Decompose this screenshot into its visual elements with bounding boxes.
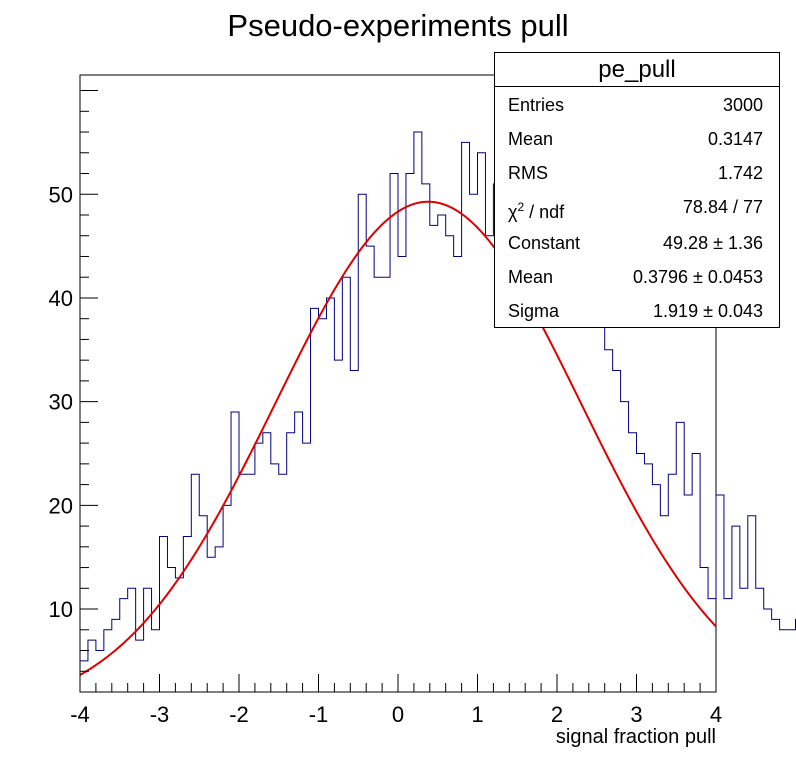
x-tick-label: 1: [471, 702, 483, 727]
gaussian-fit-curve: [79, 200, 717, 676]
y-tick-label: 30: [49, 390, 73, 415]
x-tick-label: 4: [710, 702, 722, 727]
x-tick-label: -4: [70, 702, 90, 727]
stats-row-chi2-ndf: χ2 / ndf 78.84 / 77: [508, 195, 763, 222]
chi2-superscript: 2: [517, 200, 525, 214]
stats-value: 1.919 ± 0.043: [653, 301, 763, 321]
stats-row-entries: Entries 3000: [508, 93, 763, 117]
stats-row-sigma: Sigma 1.919 ± 0.043: [508, 299, 763, 323]
x-tick-label: -1: [309, 702, 329, 727]
x-tick-label: -3: [150, 702, 170, 727]
stats-value: 78.84 / 77: [682, 197, 763, 217]
stats-row-constant: Constant 49.28 ± 1.36: [508, 231, 763, 255]
x-tick-label: 3: [630, 702, 642, 727]
stats-value: 0.3147: [707, 129, 763, 149]
stats-key: Mean: [508, 267, 554, 287]
stats-row-rms: RMS 1.742: [508, 161, 763, 185]
y-tick-label: 10: [49, 597, 73, 622]
stats-box-title: pe_pull: [495, 53, 779, 87]
histogram-series: [80, 131, 796, 662]
stats-value: 3000: [722, 95, 763, 115]
stats-row-fit-mean: Mean 0.3796 ± 0.0453: [508, 265, 763, 289]
stats-value: 1.742: [717, 163, 763, 183]
y-tick-label: 40: [49, 286, 73, 311]
y-tick-label: 20: [49, 493, 73, 518]
x-tick-label: 2: [551, 702, 563, 727]
x-tick-label: 0: [392, 702, 404, 727]
stats-key: Sigma: [508, 301, 560, 321]
stats-key: Mean: [508, 129, 554, 149]
y-tick-label: 50: [49, 182, 73, 207]
stats-row-mean: Mean 0.3147: [508, 127, 763, 151]
chart-title: Pseudo-experiments pull: [227, 8, 569, 43]
stats-key: Entries: [508, 95, 565, 115]
x-axis-label: signal fraction pull: [555, 726, 716, 748]
stats-value: 0.3796 ± 0.0453: [633, 267, 763, 287]
stats-key: χ2 / ndf: [508, 200, 565, 222]
stats-key: RMS: [508, 163, 548, 183]
stats-value: 49.28 ± 1.36: [663, 233, 763, 253]
stats-box: pe_pull Entries 3000 Mean 0.3147 RMS 1.7…: [494, 52, 780, 328]
x-tick-label: -2: [229, 702, 249, 727]
stats-key: Constant: [508, 233, 581, 253]
